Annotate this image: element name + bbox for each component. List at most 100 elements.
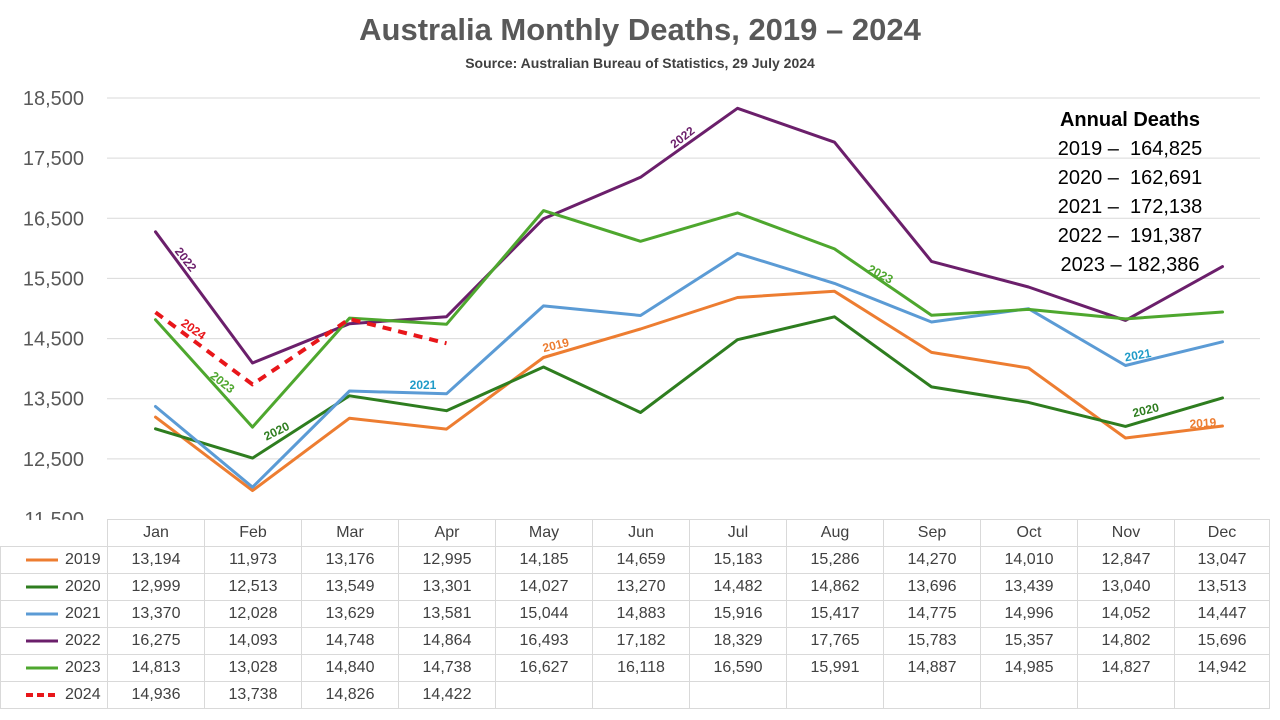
data-value-cell: 14,826 [301, 681, 399, 709]
data-value-cell: 12,999 [107, 573, 205, 601]
x-tick-label: Jun [592, 519, 690, 547]
data-value-cell: 15,783 [883, 627, 981, 655]
series-annotation-2019: 2019 [541, 335, 571, 355]
series-annotation-2020: 2020 [1131, 400, 1161, 420]
data-value-cell: 14,270 [883, 546, 981, 574]
y-tick-label: 15,500 [23, 268, 84, 290]
data-value-cell: 13,047 [1174, 546, 1270, 574]
data-value-cell: 16,118 [592, 654, 690, 682]
data-value-cell: 13,270 [592, 573, 690, 601]
table-header-row: Jan Feb Mar Apr May Jun Jul Aug Sep Oct Nov Dec [0, 519, 1270, 547]
legend-entry-2024: 2024 [0, 681, 108, 709]
data-value-cell: 14,942 [1174, 654, 1270, 682]
legend-label: 2023 [65, 659, 101, 676]
data-value-cell: 14,659 [592, 546, 690, 574]
data-value-cell: 14,738 [398, 654, 496, 682]
series-line-2023 [154, 209, 1224, 429]
data-value-cell: 14,482 [689, 573, 787, 601]
chart-title: Australia Monthly Deaths, 2019 – 2024 [359, 12, 921, 47]
data-value-cell: 13,040 [1077, 573, 1175, 601]
data-value-cell: 15,044 [495, 600, 593, 628]
x-tick-label: Jan [107, 519, 205, 547]
data-value-cell: 13,549 [301, 573, 399, 601]
data-value-cell: 14,422 [398, 681, 496, 709]
annual-deaths-title: Annual Deaths [1059, 109, 1201, 131]
line-chart: 18,500 17,500 16,500 15,500 14,500 13,500 12,5… [23, 88, 1260, 520]
x-tick-label: Apr [398, 519, 496, 547]
data-value-cell: 14,813 [107, 654, 205, 682]
y-tick-label: 14,500 [23, 329, 84, 351]
data-value-cell: 15,417 [786, 600, 884, 628]
x-tick-label: Sep [883, 519, 981, 547]
legend-key-2019 [26, 558, 58, 562]
data-value-cell: 17,182 [592, 627, 690, 655]
data-value-cell: 13,513 [1174, 573, 1270, 601]
data-value-cell: 15,286 [786, 546, 884, 574]
series-annotation-2021: 2021 [1123, 346, 1152, 364]
legend-entry-2019: 2019 [0, 546, 108, 574]
data-value-cell: 14,748 [301, 627, 399, 655]
data-value-cell: 16,590 [689, 654, 787, 682]
data-value-cell: 14,027 [495, 573, 593, 601]
annual-deaths-2021: 2021 – 172,138 [1057, 196, 1203, 218]
data-value-cell: 14,827 [1077, 654, 1175, 682]
data-value-cell: 13,629 [301, 600, 399, 628]
data-value-cell: 12,995 [398, 546, 496, 574]
data-value-cell: 14,052 [1077, 600, 1175, 628]
annual-deaths-2019: 2019 – 164,825 [1057, 138, 1203, 160]
data-value-cell [689, 681, 787, 709]
data-value-cell [883, 681, 981, 709]
legend-key-2022 [26, 639, 58, 643]
data-value-cell: 15,991 [786, 654, 884, 682]
legend-key-2021 [26, 612, 58, 616]
series-annotation-2019: 2019 [1189, 415, 1217, 431]
data-value-cell: 14,185 [495, 546, 593, 574]
data-value-cell [592, 681, 690, 709]
y-tick-label: 16,500 [23, 208, 84, 230]
x-tick-label: Feb [204, 519, 302, 547]
data-table: Jan Feb Mar Apr May Jun Jul Aug Sep Oct Nov Dec 2019… [0, 519, 1270, 709]
legend-key-2023 [26, 666, 58, 670]
data-value-cell: 14,840 [301, 654, 399, 682]
legend-entry-2021: 2021 [0, 600, 108, 628]
x-tick-label: Mar [301, 519, 399, 547]
data-value-cell: 14,775 [883, 600, 981, 628]
table-row: 2021 13,370 12,028 13,629 13,581 15,044 14,883… [0, 600, 1270, 628]
data-value-cell [786, 681, 884, 709]
data-value-cell: 15,696 [1174, 627, 1270, 655]
series-line-2022 [154, 106, 1224, 365]
data-value-cell: 16,493 [495, 627, 593, 655]
legend-key-2020 [26, 585, 58, 589]
data-value-cell: 14,447 [1174, 600, 1270, 628]
data-value-cell: 14,887 [883, 654, 981, 682]
table-row: 2022 16,275 14,093 14,748 14,864 16,493 17,182… [0, 627, 1270, 655]
data-value-cell: 14,093 [204, 627, 302, 655]
data-value-cell: 14,883 [592, 600, 690, 628]
series-annotation-2021: 2021 [410, 378, 437, 392]
data-value-cell: 13,301 [398, 573, 496, 601]
data-value-cell: 11,973 [204, 546, 302, 574]
y-tick-label: 11,500 [24, 509, 84, 520]
legend-label: 2020 [65, 578, 101, 595]
data-value-cell: 12,028 [204, 600, 302, 628]
table-row: 2019 13,194 11,973 13,176 12,995 14,185 14,659… [0, 546, 1270, 574]
legend-entry-2020: 2020 [0, 573, 108, 601]
legend-key-2024 [26, 692, 58, 697]
data-value-cell: 13,028 [204, 654, 302, 682]
table-corner [0, 519, 108, 547]
data-value-cell: 14,862 [786, 573, 884, 601]
legend-label: 2021 [65, 605, 101, 622]
data-value-cell: 14,010 [980, 546, 1078, 574]
data-value-cell: 14,996 [980, 600, 1078, 628]
data-value-cell: 12,513 [204, 573, 302, 601]
table-row: 2020 12,999 12,513 13,549 13,301 14,027 13,270… [0, 573, 1270, 601]
series-annotation-2020: 2020 [262, 419, 292, 443]
data-value-cell: 17,765 [786, 627, 884, 655]
data-value-cell: 18,329 [689, 627, 787, 655]
data-value-cell: 13,176 [301, 546, 399, 574]
x-tick-label: Aug [786, 519, 884, 547]
table-row: 2024 14,936 13,738 14,826 14,422 [0, 681, 1270, 709]
legend-label: 2022 [65, 632, 101, 649]
data-value-cell: 13,738 [204, 681, 302, 709]
x-tick-label: Jul [689, 519, 787, 547]
